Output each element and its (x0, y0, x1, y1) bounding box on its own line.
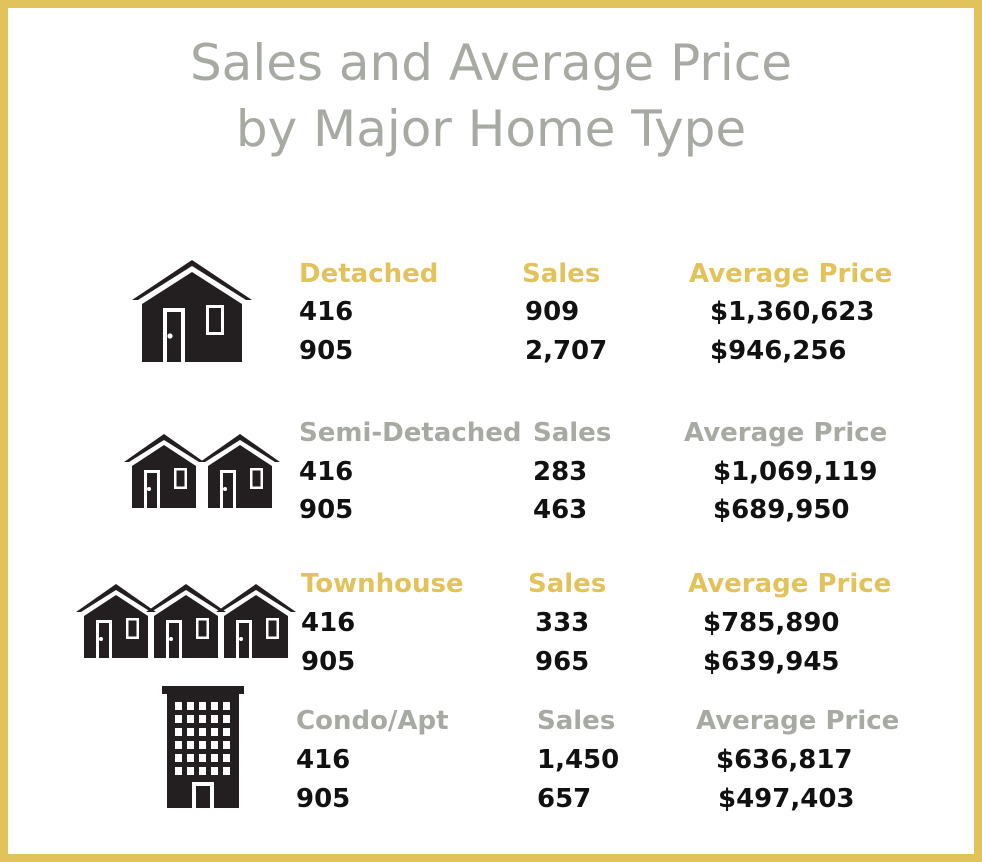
title-line-2: by Major Home Type (235, 100, 747, 158)
townhouse-905-sales: 965 (535, 647, 590, 677)
semi-905-area: 905 (299, 495, 354, 525)
townhouses-icon (76, 584, 296, 660)
detached-416-area: 416 (299, 297, 354, 327)
detached-905-sales: 2,707 (525, 336, 608, 366)
section-detached-price-label: Average Price (689, 259, 893, 289)
section-townhouse-sales-label: Sales (528, 569, 607, 599)
condo-416-price: $636,817 (716, 745, 853, 775)
detached-416-sales: 909 (525, 297, 580, 327)
townhouse-905-price: $639,945 (703, 647, 840, 677)
semi-905-price: $689,950 (713, 495, 850, 525)
semi-416-price: $1,069,119 (713, 457, 878, 487)
detached-905-area: 905 (299, 336, 354, 366)
section-semi-sales-label: Sales (533, 418, 612, 448)
condo-416-sales: 1,450 (537, 745, 620, 775)
condo-416-area: 416 (296, 745, 351, 775)
semi-905-sales: 463 (533, 495, 588, 525)
detached-house-icon (130, 258, 254, 364)
section-condo-sales-label: Sales (537, 706, 616, 736)
semi-detached-houses-icon (124, 434, 284, 510)
section-semi-price-label: Average Price (684, 418, 888, 448)
detached-905-price: $946,256 (710, 336, 847, 366)
section-detached-sales-label: Sales (522, 259, 601, 289)
section-condo-type: Condo/Apt (296, 706, 449, 736)
section-detached-type: Detached (299, 259, 439, 289)
townhouse-416-area: 416 (301, 608, 356, 638)
condo-905-area: 905 (296, 784, 351, 814)
condo-building-icon (162, 686, 244, 808)
title-line-1: Sales and Average Price (189, 34, 793, 92)
condo-905-sales: 657 (537, 784, 592, 814)
townhouse-905-area: 905 (301, 647, 356, 677)
page-title: Sales and Average Price by Major Home Ty… (0, 30, 982, 162)
section-townhouse-type: Townhouse (301, 569, 464, 599)
section-condo-price-label: Average Price (696, 706, 900, 736)
detached-416-price: $1,360,623 (710, 297, 875, 327)
townhouse-416-price: $785,890 (703, 608, 840, 638)
condo-905-price: $497,403 (718, 784, 855, 814)
townhouse-416-sales: 333 (535, 608, 590, 638)
section-townhouse-price-label: Average Price (688, 569, 892, 599)
semi-416-area: 416 (299, 457, 354, 487)
section-semi-type: Semi-Detached (299, 418, 522, 448)
semi-416-sales: 283 (533, 457, 588, 487)
